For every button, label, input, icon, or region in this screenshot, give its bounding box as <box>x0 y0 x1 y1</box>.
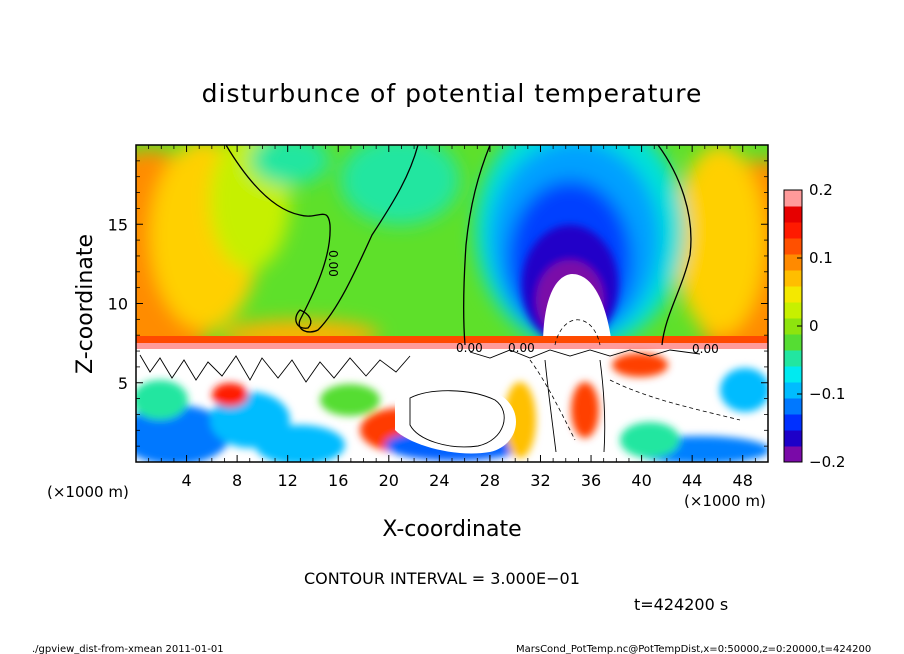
colorbar-swatch <box>784 334 802 351</box>
colorbar-swatch <box>784 318 802 335</box>
contour-label: 0.00 <box>456 341 483 355</box>
x-tick-label: 28 <box>480 471 500 490</box>
x-tick-label: 24 <box>429 471 449 490</box>
colorbar-tick-label: 0.2 <box>809 181 833 199</box>
colorbar-swatch <box>784 238 802 255</box>
x-tick-label: 12 <box>278 471 298 490</box>
contour-label: 0.00 <box>692 342 719 356</box>
x-tick-label: 36 <box>581 471 601 490</box>
colorbar-swatch <box>784 206 802 223</box>
x-tick-label: 40 <box>631 471 651 490</box>
colorbar-tick-label: 0.1 <box>809 249 833 267</box>
colorbar-tick-label: 0 <box>809 317 819 335</box>
x-axis: 4 8 12 16 20 24 28 32 36 40 44 48 <box>148 145 756 490</box>
x-tick-label: 20 <box>379 471 399 490</box>
time-label: t=424200 s <box>634 595 728 614</box>
x-tick-label: 32 <box>530 471 550 490</box>
chart-title: disturbunce of potential temperature <box>202 79 703 108</box>
colorbar-swatch <box>784 446 802 463</box>
x-tick-label: 44 <box>682 471 702 490</box>
contour-labels: 0.00 0.00 0.00 0.00 <box>326 250 719 356</box>
colorbar-swatch <box>784 270 802 287</box>
x-tick-label: 8 <box>232 471 242 490</box>
footer-right: MarsCond_PotTemp.nc@PotTempDist,x=0:5000… <box>516 644 871 654</box>
colorbar-tick-label: −0.2 <box>809 453 845 471</box>
colorbar-tick-label: −0.1 <box>809 385 845 403</box>
x-tick-label: 48 <box>733 471 753 490</box>
y-tick-label: 5 <box>118 374 128 393</box>
colorbar-swatch <box>784 302 802 319</box>
x-unit-left: (×1000 m) <box>47 483 129 501</box>
x-axis-label: X-coordinate <box>382 517 521 542</box>
contour-label: 0.00 <box>508 341 535 355</box>
colorbar-swatch <box>784 286 802 303</box>
colorbar-swatch <box>784 222 802 239</box>
contour-interval: CONTOUR INTERVAL = 3.000E−01 <box>304 569 580 588</box>
y-axis: 5 10 15 <box>108 160 768 447</box>
colorbar-swatch <box>784 414 802 431</box>
colorbar-swatch <box>784 366 802 383</box>
contour-label: 0.00 <box>326 250 340 277</box>
y-axis-label: Z-coordinate <box>73 234 98 374</box>
colorbar-swatch <box>784 254 802 271</box>
colorbar-swatch <box>784 430 802 447</box>
heatmap-field <box>136 145 768 462</box>
colorbar-ticks: 0.2 0.1 0 −0.1 −0.2 <box>797 181 845 471</box>
x-tick-label: 4 <box>181 471 191 490</box>
colorbar-swatch <box>784 190 802 207</box>
footer-left: ./gpview_dist-from-xmean 2011-01-01 <box>32 644 224 654</box>
colorbar-swatch <box>784 350 802 367</box>
colorbar-swatch <box>784 382 802 399</box>
x-unit-right: (×1000 m) <box>684 492 766 510</box>
y-tick-label: 10 <box>108 295 128 314</box>
colorbar-swatch <box>784 398 802 415</box>
x-tick-label: 16 <box>328 471 348 490</box>
y-tick-label: 15 <box>108 215 128 234</box>
